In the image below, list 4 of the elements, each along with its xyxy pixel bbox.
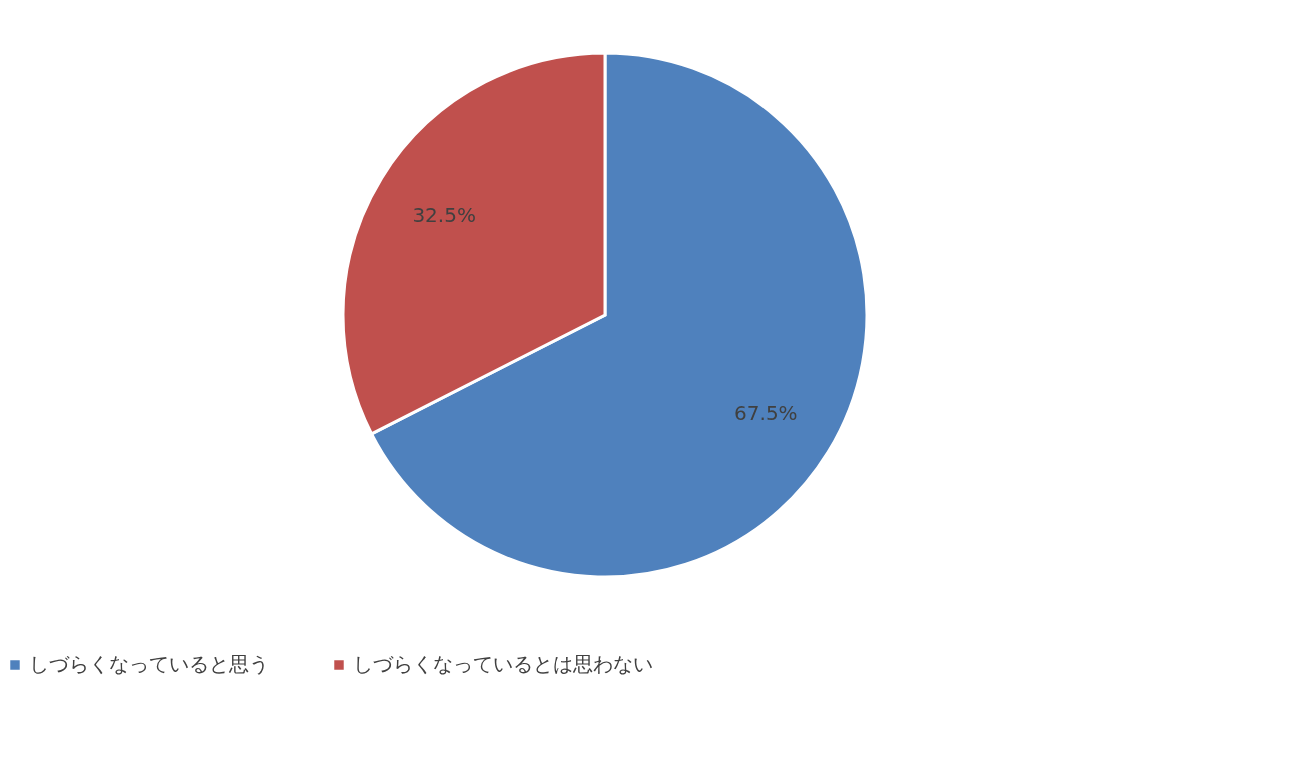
legend-label: しづらくなっているとは思わない <box>353 652 653 676</box>
data-label: 32.5% <box>412 203 476 228</box>
legend-label: しづらくなっていると思う <box>29 652 269 676</box>
data-label: 67.5% <box>734 400 798 425</box>
